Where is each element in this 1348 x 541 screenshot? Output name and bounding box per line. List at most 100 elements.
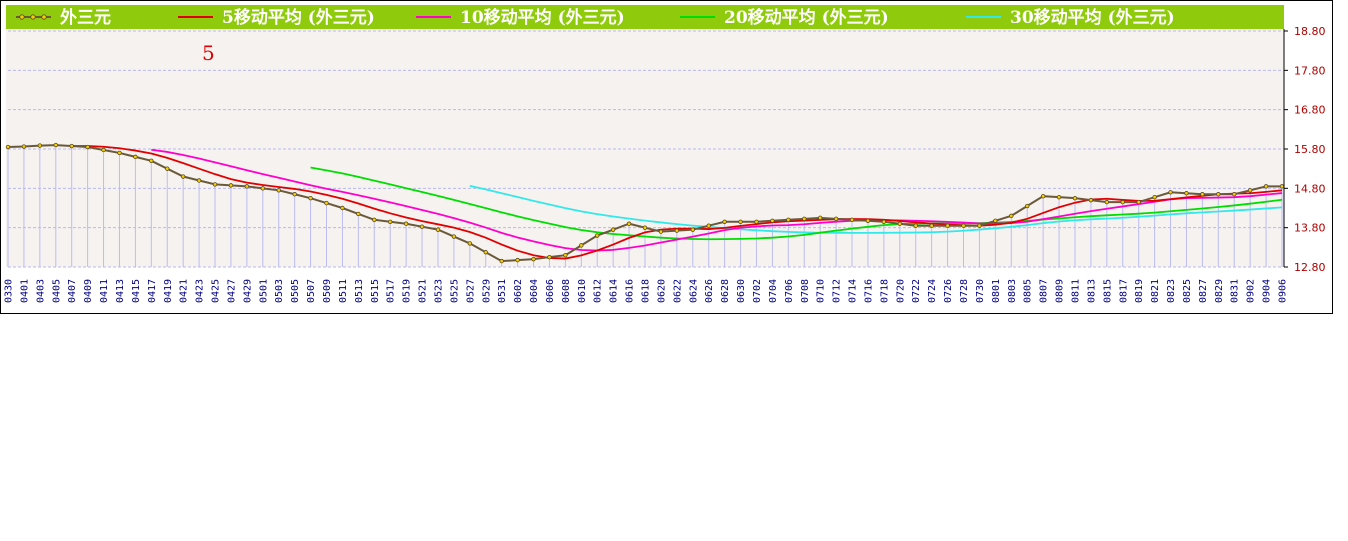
x-tick-label: 0815 — [1102, 279, 1113, 303]
x-tick-label: 0628 — [720, 279, 731, 303]
price-point-0626 — [706, 223, 711, 228]
price-point-0330 — [5, 144, 11, 150]
price-point-0525 — [451, 234, 457, 239]
x-tick-label: 0904 — [1262, 279, 1273, 303]
price-point-0714 — [849, 217, 855, 222]
x-tick-label: 0413 — [115, 279, 126, 303]
price-point-0423 — [196, 178, 202, 183]
price-point-0427 — [228, 183, 234, 188]
x-tick-label: 0521 — [418, 279, 429, 303]
x-tick-label: 0515 — [370, 279, 381, 303]
x-tick-label: 0813 — [1086, 279, 1097, 303]
price-point-0509 — [324, 200, 329, 206]
price-point-0718 — [881, 219, 887, 224]
legend-label-0: 外三元 — [60, 7, 111, 28]
price-point-0622 — [674, 228, 680, 233]
price-point-0511 — [340, 205, 345, 211]
x-tick-label: 0523 — [434, 279, 445, 303]
price-point-0712 — [833, 216, 839, 222]
price-point-0620 — [658, 229, 664, 234]
price-point-0411 — [101, 147, 106, 153]
x-tick-label: 0517 — [386, 279, 397, 303]
x-tick-label: 0819 — [1134, 279, 1145, 303]
x-tick-label: 0427 — [226, 279, 237, 303]
y-tick-label: 17.80 — [1294, 64, 1326, 77]
x-tick-label: 0606 — [545, 279, 556, 303]
price-point-0519 — [403, 221, 409, 226]
x-tick-label: 0525 — [449, 279, 460, 303]
x-tick-label: 0718 — [879, 279, 890, 303]
price-point-0724 — [929, 223, 934, 228]
x-tick-label: 0811 — [1071, 279, 1082, 303]
price-point-0728 — [961, 223, 966, 228]
x-tick-label: 0531 — [497, 279, 508, 303]
x-tick-label: 0624 — [688, 279, 699, 303]
price-point-0413 — [117, 150, 122, 156]
price-point-0602 — [515, 257, 520, 263]
price-point-0517 — [388, 219, 393, 224]
price-point-0628 — [722, 219, 727, 224]
price-point-0606 — [547, 254, 552, 260]
price-point-0503 — [276, 188, 281, 193]
y-tick-label: 16.80 — [1294, 104, 1326, 117]
price-point-0415 — [133, 154, 138, 160]
price-point-0726 — [945, 223, 950, 228]
x-tick-label: 0507 — [306, 279, 317, 303]
x-tick-label: 0728 — [959, 279, 970, 303]
x-tick-label: 0519 — [402, 279, 413, 303]
x-tick-label: 0505 — [290, 279, 301, 303]
x-tick-label: 0825 — [1182, 279, 1193, 303]
legend-label-1: 5移动平均 (外三元) — [222, 7, 375, 28]
price-point-0531 — [499, 258, 504, 264]
x-tick-label: 0626 — [704, 279, 715, 303]
price-point-0507 — [308, 195, 313, 201]
y-tick-label: 15.80 — [1294, 143, 1326, 156]
legend-bar — [6, 5, 1284, 29]
price-point-0421 — [180, 174, 186, 179]
x-tick-label: 0831 — [1230, 279, 1241, 303]
ma30-line — [469, 185, 1283, 234]
x-tick-label: 0612 — [593, 279, 604, 303]
price-point-0616 — [626, 221, 632, 226]
x-tick-label: 0403 — [35, 279, 46, 303]
x-tick-label: 0807 — [1039, 279, 1050, 303]
price-point-0401 — [21, 144, 27, 149]
price-point-0614 — [610, 227, 616, 232]
price-point-0419 — [165, 166, 170, 171]
price-point-0529 — [483, 250, 488, 255]
price-point-0505 — [292, 192, 297, 197]
x-tick-label: 0706 — [784, 279, 795, 303]
price-point-0523 — [435, 227, 441, 232]
x-tick-label: 0906 — [1278, 279, 1289, 303]
y-tick-label: 14.80 — [1294, 182, 1326, 195]
x-tick-label: 0429 — [242, 279, 253, 303]
x-tick-label: 0421 — [179, 279, 190, 303]
x-tick-label: 0604 — [529, 279, 540, 303]
price-point-0831 — [1232, 192, 1237, 197]
price-point-0501 — [260, 186, 265, 191]
x-tick-label: 0630 — [736, 279, 747, 303]
x-tick-label: 0821 — [1150, 279, 1161, 303]
x-tick-label: 0712 — [832, 279, 843, 303]
price-point-0403 — [37, 143, 43, 148]
price-point-0624 — [690, 227, 695, 232]
legend-marker-1 — [30, 14, 36, 20]
price-point-0821 — [1152, 194, 1157, 200]
price-point-0608 — [563, 252, 568, 258]
x-tick-label: 0503 — [274, 279, 285, 303]
price-point-0809 — [1056, 194, 1062, 200]
x-tick-label: 0602 — [513, 279, 524, 303]
price-point-0805 — [1024, 203, 1030, 209]
price-point-0813 — [1088, 197, 1094, 203]
ma20-line — [310, 166, 1283, 241]
x-tick-label: 0827 — [1198, 279, 1209, 303]
price-point-0817 — [1120, 199, 1125, 205]
price-point-0710 — [817, 215, 823, 221]
x-tick-label: 0415 — [131, 279, 142, 303]
x-tick-label: 0401 — [19, 279, 30, 303]
x-tick-label: 0511 — [338, 279, 349, 303]
x-tick-label: 0330 — [4, 279, 15, 303]
price-point-0823 — [1168, 190, 1173, 195]
price-point-0515 — [372, 217, 377, 222]
